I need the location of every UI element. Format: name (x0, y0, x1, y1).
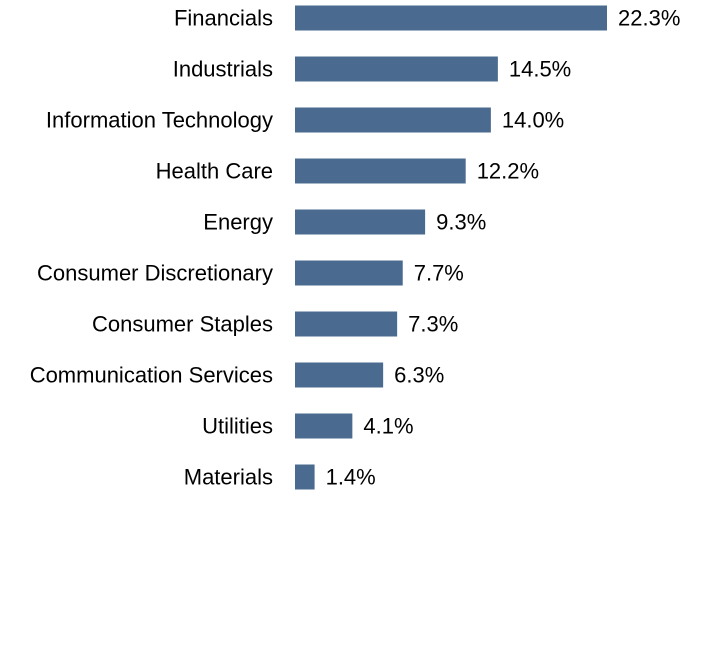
category-label: Utilities (202, 414, 273, 439)
value-label: 22.3% (618, 6, 680, 31)
category-label: Communication Services (30, 363, 273, 388)
bar-4 (295, 209, 426, 235)
value-label: 9.3% (436, 210, 486, 235)
bar-5 (295, 260, 403, 286)
category-label: Materials (184, 465, 273, 490)
bar-1 (295, 56, 498, 82)
category-label: Energy (203, 210, 273, 235)
value-label: 12.2% (477, 159, 539, 184)
bar-0 (295, 5, 607, 31)
value-label: 14.5% (509, 57, 571, 82)
category-labels: Financials Industrials Information Technol… (30, 6, 273, 490)
value-label: 14.0% (502, 108, 564, 133)
category-label: Financials (174, 6, 273, 31)
value-labels: 22.3% 14.5% 14.0% 12.2% 9.3% 7.7% 7.3% 6.3% 4.1%… (326, 6, 681, 490)
bars-layer (295, 5, 607, 490)
category-label: Consumer Discretionary (37, 261, 273, 286)
category-label: Industrials (173, 57, 273, 82)
value-label: 7.7% (414, 261, 464, 286)
bar-7 (295, 362, 384, 388)
category-label: Information Technology (46, 108, 273, 133)
bar-2 (295, 107, 491, 133)
category-label: Health Care (156, 159, 273, 184)
bar-9 (295, 464, 315, 490)
bar-8 (295, 413, 353, 439)
bar-6 (295, 311, 398, 337)
value-label: 7.3% (408, 312, 458, 337)
value-label: 6.3% (394, 363, 444, 388)
value-label: 4.1% (363, 414, 413, 439)
value-label: 1.4% (326, 465, 376, 490)
bar-3 (295, 158, 466, 184)
category-label: Consumer Staples (92, 312, 273, 337)
